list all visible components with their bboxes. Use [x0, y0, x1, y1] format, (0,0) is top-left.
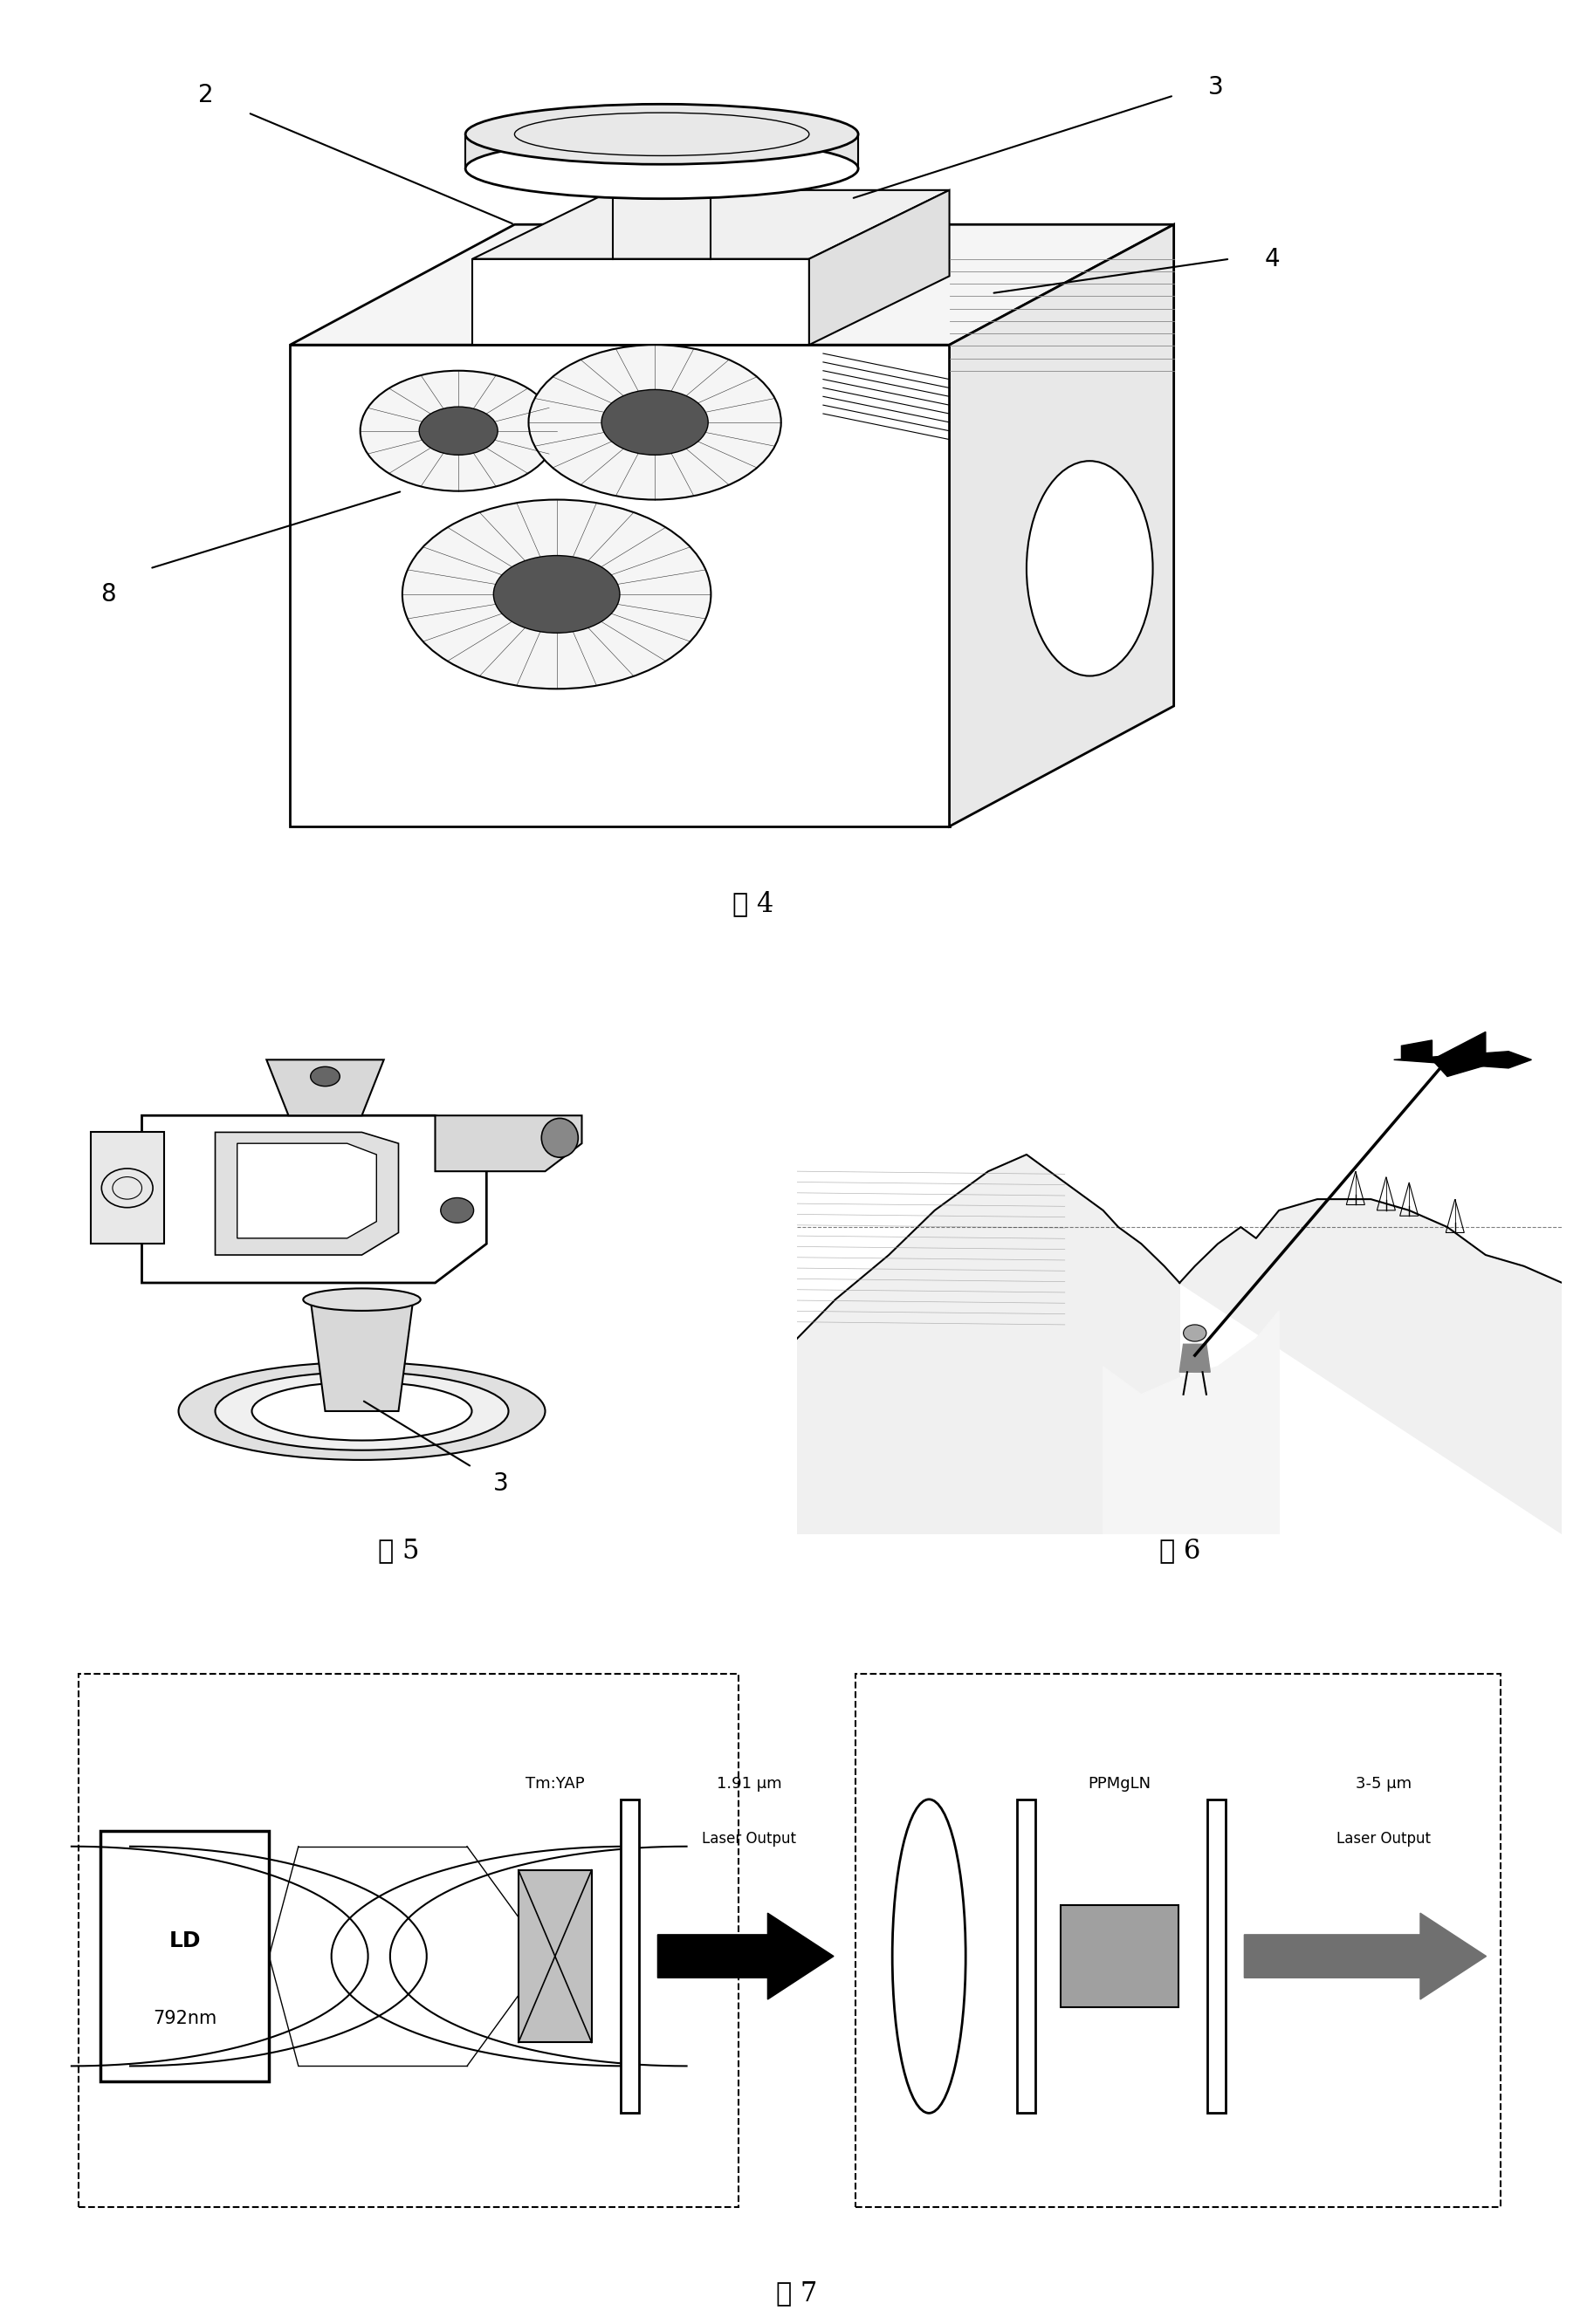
- Ellipse shape: [494, 555, 620, 632]
- Text: LD: LD: [169, 1929, 201, 1952]
- Polygon shape: [1401, 1041, 1431, 1060]
- Polygon shape: [290, 344, 950, 827]
- Polygon shape: [1103, 1311, 1278, 1534]
- Polygon shape: [290, 225, 1173, 344]
- Ellipse shape: [529, 344, 781, 500]
- Polygon shape: [215, 1132, 398, 1255]
- Polygon shape: [435, 1116, 582, 1171]
- Text: Tm:YAP: Tm:YAP: [526, 1776, 585, 1792]
- Polygon shape: [238, 1143, 376, 1239]
- Text: Laser Output: Laser Output: [703, 1831, 797, 1848]
- Polygon shape: [797, 1155, 1180, 1534]
- Polygon shape: [810, 191, 950, 344]
- Ellipse shape: [601, 390, 708, 456]
- Text: 3-5 μm: 3-5 μm: [1355, 1776, 1412, 1792]
- Text: PPMgLN: PPMgLN: [1089, 1776, 1151, 1792]
- Text: 792nm: 792nm: [153, 2010, 217, 2029]
- Polygon shape: [472, 191, 950, 258]
- Polygon shape: [1393, 1050, 1532, 1069]
- Bar: [1062, 1906, 1178, 2008]
- Ellipse shape: [179, 1362, 545, 1459]
- Text: 图 6: 图 6: [1159, 1536, 1200, 1564]
- Ellipse shape: [215, 1371, 508, 1450]
- Ellipse shape: [542, 1118, 579, 1157]
- Ellipse shape: [1027, 460, 1152, 676]
- Text: 3: 3: [1208, 74, 1224, 100]
- Ellipse shape: [360, 370, 556, 490]
- Polygon shape: [1180, 1343, 1210, 1371]
- Polygon shape: [91, 1132, 164, 1243]
- Polygon shape: [1245, 1913, 1486, 1999]
- Bar: [1017, 1799, 1036, 2113]
- Polygon shape: [142, 1116, 486, 1283]
- Polygon shape: [658, 1913, 834, 1999]
- Text: 图 7: 图 7: [776, 2280, 818, 2308]
- Ellipse shape: [1183, 1325, 1207, 1341]
- Ellipse shape: [419, 407, 497, 456]
- Polygon shape: [950, 225, 1173, 827]
- Ellipse shape: [303, 1287, 421, 1311]
- Text: 8: 8: [100, 581, 115, 607]
- Text: Laser Output: Laser Output: [1336, 1831, 1431, 1848]
- FancyBboxPatch shape: [100, 1831, 269, 2082]
- Polygon shape: [266, 1060, 384, 1116]
- Polygon shape: [472, 258, 810, 344]
- Ellipse shape: [311, 1067, 340, 1085]
- Ellipse shape: [440, 1197, 473, 1222]
- Bar: [622, 1799, 639, 2113]
- Text: 2: 2: [198, 84, 214, 107]
- Ellipse shape: [402, 500, 711, 688]
- Text: 图 5: 图 5: [378, 1536, 419, 1564]
- Ellipse shape: [465, 105, 858, 165]
- Text: 1.91 μm: 1.91 μm: [717, 1776, 783, 1792]
- Polygon shape: [1180, 1199, 1562, 1534]
- Bar: [1208, 1799, 1226, 2113]
- Ellipse shape: [252, 1383, 472, 1441]
- Text: 3: 3: [494, 1471, 508, 1497]
- Text: 图 4: 图 4: [732, 890, 773, 918]
- Bar: [518, 1871, 591, 2043]
- Polygon shape: [311, 1299, 413, 1411]
- Polygon shape: [1431, 1032, 1486, 1076]
- Text: 4: 4: [1264, 246, 1280, 272]
- Ellipse shape: [465, 139, 858, 198]
